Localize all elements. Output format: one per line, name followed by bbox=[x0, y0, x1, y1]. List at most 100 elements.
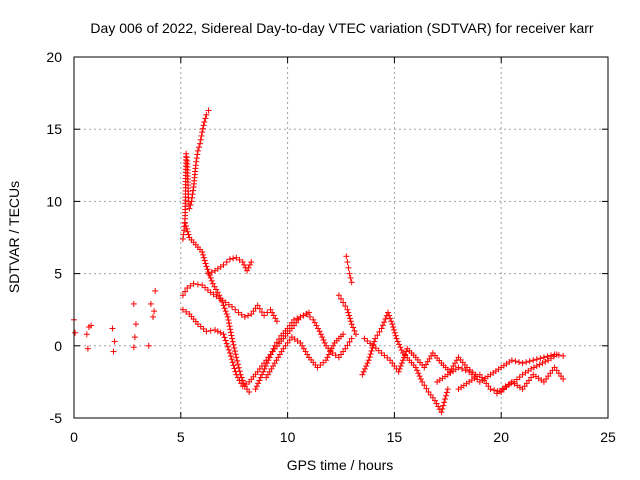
data-point bbox=[347, 318, 354, 325]
data-point bbox=[199, 248, 206, 255]
data-point bbox=[466, 368, 473, 375]
data-point bbox=[132, 321, 139, 328]
data-point bbox=[253, 383, 260, 390]
data-point bbox=[273, 318, 280, 325]
data-point bbox=[205, 107, 212, 114]
data-point bbox=[328, 345, 335, 352]
data-point bbox=[202, 260, 209, 267]
data-point bbox=[179, 292, 186, 299]
data-point bbox=[203, 111, 210, 118]
data-point bbox=[83, 331, 90, 338]
data-point bbox=[245, 264, 252, 271]
data-point bbox=[402, 351, 409, 358]
data-point bbox=[256, 377, 263, 384]
series-mid-band bbox=[179, 280, 280, 325]
data-point bbox=[187, 202, 194, 209]
data-point bbox=[276, 336, 283, 343]
x-tick-label: 15 bbox=[387, 429, 403, 445]
series-tail-18-23-b bbox=[455, 364, 567, 396]
data-point bbox=[201, 257, 208, 264]
data-point bbox=[203, 328, 210, 335]
data-point bbox=[193, 155, 200, 162]
data-point bbox=[391, 329, 398, 336]
data-point bbox=[367, 351, 374, 358]
data-point bbox=[401, 354, 408, 361]
data-point bbox=[528, 365, 535, 372]
data-point bbox=[335, 292, 342, 299]
series-tail-18-23-c bbox=[493, 351, 560, 397]
data-point bbox=[345, 264, 352, 271]
data-point bbox=[442, 396, 449, 403]
data-point bbox=[230, 255, 237, 262]
data-point bbox=[186, 205, 193, 212]
series-low-band bbox=[179, 306, 312, 390]
data-point bbox=[222, 299, 229, 306]
data-point bbox=[512, 358, 519, 365]
data-point bbox=[227, 329, 234, 336]
data-point bbox=[321, 339, 328, 346]
data-point bbox=[291, 316, 298, 323]
data-point bbox=[500, 386, 507, 393]
data-point bbox=[444, 386, 451, 393]
data-point bbox=[131, 334, 138, 341]
data-point bbox=[487, 386, 494, 393]
data-point bbox=[194, 281, 201, 288]
data-point bbox=[111, 338, 118, 345]
data-point bbox=[229, 338, 236, 345]
data-point bbox=[258, 309, 265, 316]
data-point bbox=[270, 345, 277, 352]
y-tick-label: 20 bbox=[46, 49, 62, 65]
data-point bbox=[359, 371, 366, 378]
data-point bbox=[226, 350, 233, 357]
data-point bbox=[342, 345, 349, 352]
data-point bbox=[344, 259, 351, 266]
series-band-12-13 bbox=[335, 292, 359, 338]
data-point bbox=[468, 371, 475, 378]
data-point bbox=[553, 351, 560, 358]
data-point bbox=[236, 256, 243, 263]
data-point bbox=[338, 295, 344, 302]
data-point bbox=[223, 311, 230, 318]
data-point bbox=[526, 358, 533, 365]
data-point bbox=[382, 315, 389, 322]
data-point bbox=[560, 376, 567, 383]
data-point bbox=[195, 144, 202, 151]
data-point bbox=[257, 374, 264, 381]
data-point bbox=[229, 303, 236, 310]
data-point bbox=[423, 385, 430, 392]
data-point bbox=[350, 324, 357, 331]
data-point bbox=[180, 231, 187, 238]
data-point bbox=[205, 270, 212, 277]
data-point bbox=[340, 299, 347, 306]
data-point bbox=[419, 378, 426, 385]
data-point bbox=[208, 269, 215, 276]
data-point bbox=[307, 313, 314, 320]
data-point bbox=[412, 364, 419, 371]
data-point bbox=[258, 371, 265, 378]
data-point bbox=[233, 254, 240, 261]
data-point bbox=[533, 356, 540, 363]
data-point bbox=[347, 274, 354, 281]
data-point bbox=[232, 306, 239, 313]
data-point bbox=[241, 261, 248, 268]
data-point bbox=[530, 357, 537, 364]
series-oscillation-10h bbox=[252, 311, 355, 393]
data-point bbox=[348, 335, 355, 342]
data-point bbox=[238, 311, 245, 318]
data-point bbox=[232, 351, 239, 358]
data-point bbox=[523, 359, 530, 366]
series-steep-rise bbox=[179, 107, 212, 242]
data-point bbox=[440, 402, 447, 409]
data-point bbox=[220, 331, 227, 338]
data-point bbox=[342, 303, 349, 310]
data-point bbox=[190, 280, 197, 287]
data-point bbox=[533, 363, 540, 370]
data-point bbox=[394, 338, 401, 345]
data-point bbox=[262, 363, 269, 370]
data-point bbox=[498, 389, 505, 396]
data-point bbox=[265, 357, 272, 364]
data-point bbox=[372, 335, 379, 342]
data-point bbox=[225, 301, 232, 308]
data-point bbox=[207, 327, 214, 334]
